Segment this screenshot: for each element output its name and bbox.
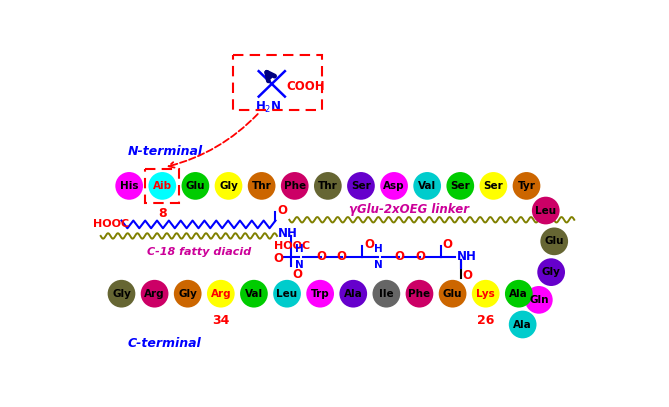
Text: Trp: Trp [311, 289, 330, 299]
Text: Glu: Glu [545, 236, 564, 246]
Circle shape [281, 172, 308, 200]
Text: HOOC: HOOC [274, 241, 310, 251]
Text: Ile: Ile [379, 289, 393, 299]
Text: Glu: Glu [443, 289, 462, 299]
Text: O: O [443, 238, 452, 251]
Circle shape [207, 280, 235, 308]
Circle shape [380, 172, 408, 200]
Text: Ser: Ser [484, 181, 503, 191]
Text: Thr: Thr [252, 181, 272, 191]
Text: O: O [273, 252, 283, 265]
Circle shape [149, 172, 176, 200]
Circle shape [405, 280, 434, 308]
Text: Ala: Ala [344, 289, 363, 299]
Text: Tyr: Tyr [518, 181, 535, 191]
Text: Gly: Gly [112, 289, 131, 299]
Text: Gly: Gly [178, 289, 197, 299]
Circle shape [413, 172, 441, 200]
Circle shape [525, 286, 553, 314]
Text: O: O [292, 267, 302, 280]
Text: Leu: Leu [535, 206, 557, 216]
Text: Thr: Thr [318, 181, 338, 191]
Text: Val: Val [245, 289, 263, 299]
Circle shape [373, 280, 400, 308]
Text: Arg: Arg [211, 289, 231, 299]
Circle shape [509, 311, 537, 338]
Circle shape [480, 172, 507, 200]
Bar [145, 169, 179, 203]
Circle shape [273, 280, 301, 308]
Text: NH: NH [456, 250, 476, 263]
Text: COOH: COOH [286, 80, 325, 93]
Circle shape [314, 172, 342, 200]
Circle shape [446, 172, 474, 200]
Text: N-terminal: N-terminal [128, 145, 203, 158]
Text: NH: NH [278, 228, 298, 241]
Text: 26: 26 [477, 314, 494, 327]
Text: HOOC: HOOC [93, 219, 129, 230]
Text: O: O [337, 250, 347, 263]
Text: Ala: Ala [509, 289, 529, 299]
Circle shape [347, 172, 375, 200]
Circle shape [306, 280, 334, 308]
Text: O: O [277, 204, 287, 217]
Text: Asp: Asp [383, 181, 405, 191]
Text: Aib: Aib [153, 181, 172, 191]
Text: N: N [373, 260, 382, 270]
Text: Ser: Ser [351, 181, 371, 191]
Text: Gly: Gly [542, 267, 561, 277]
Circle shape [248, 172, 276, 200]
Text: Ala: Ala [513, 319, 532, 330]
Text: Glu: Glu [186, 181, 205, 191]
Circle shape [541, 228, 568, 255]
Circle shape [472, 280, 500, 308]
Bar [233, 55, 322, 110]
Text: C-terminal: C-terminal [128, 337, 201, 350]
Text: Leu: Leu [276, 289, 298, 299]
Circle shape [339, 280, 367, 308]
Text: O: O [364, 238, 374, 251]
Text: O: O [462, 269, 472, 282]
Text: O: O [415, 250, 425, 263]
Text: 34: 34 [212, 314, 229, 327]
Circle shape [505, 280, 533, 308]
Text: His: His [120, 181, 138, 191]
Circle shape [537, 258, 565, 286]
Text: O: O [316, 250, 326, 263]
Text: Ser: Ser [450, 181, 470, 191]
Circle shape [115, 172, 143, 200]
Circle shape [240, 280, 268, 308]
Text: Lys: Lys [476, 289, 495, 299]
Text: Gly: Gly [219, 181, 238, 191]
Text: Phe: Phe [408, 289, 431, 299]
Text: H$_2$N: H$_2$N [255, 100, 281, 115]
Circle shape [140, 280, 169, 308]
Text: H: H [373, 244, 382, 254]
Text: O: O [395, 250, 405, 263]
Text: C-18 fatty diacid: C-18 fatty diacid [147, 247, 251, 257]
Text: N: N [295, 260, 304, 270]
Text: H: H [295, 244, 304, 254]
Circle shape [439, 280, 466, 308]
Text: Gln: Gln [529, 295, 549, 305]
Text: Phe: Phe [284, 181, 306, 191]
Circle shape [174, 280, 201, 308]
Text: Val: Val [418, 181, 436, 191]
Circle shape [215, 172, 242, 200]
Text: 8: 8 [158, 208, 167, 221]
Text: γGlu-2xOEG linker: γGlu-2xOEG linker [349, 203, 469, 215]
Circle shape [181, 172, 209, 200]
Text: Arg: Arg [145, 289, 165, 299]
Circle shape [108, 280, 135, 308]
Circle shape [532, 197, 559, 224]
Circle shape [512, 172, 541, 200]
